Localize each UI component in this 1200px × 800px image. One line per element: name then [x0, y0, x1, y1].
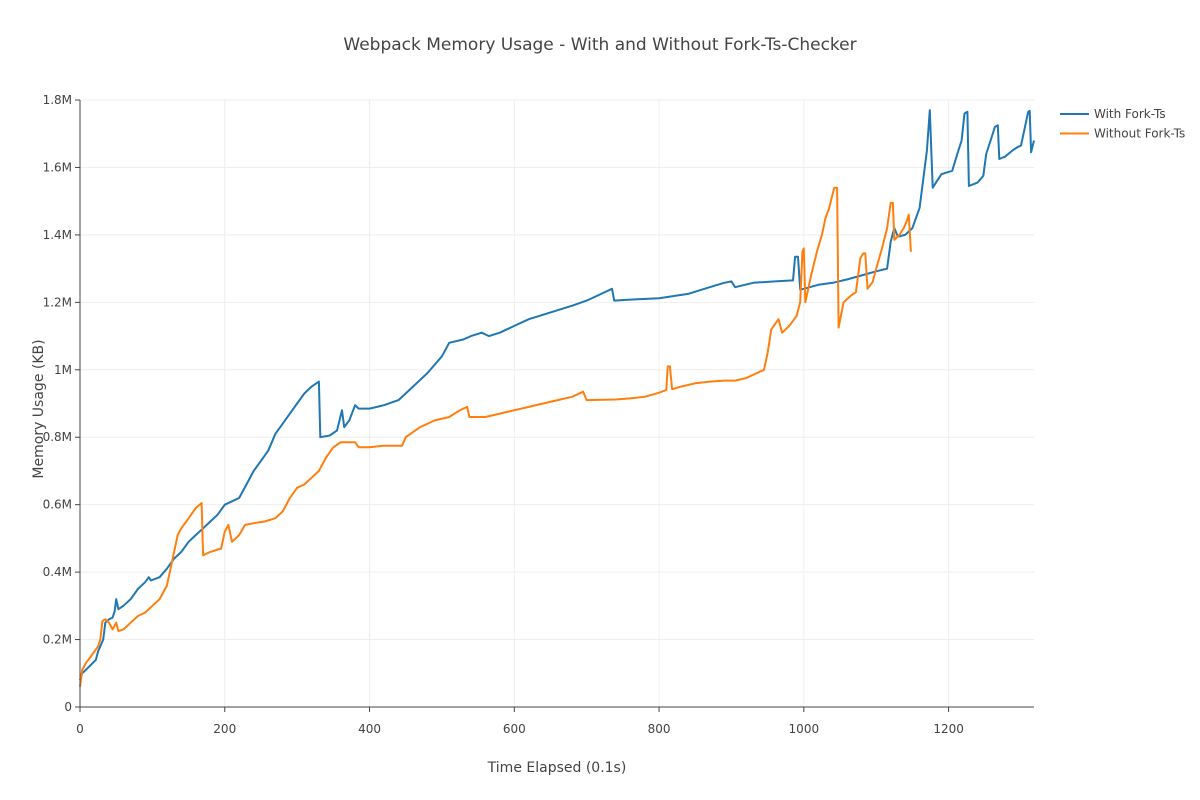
x-tick-label: 200 [213, 722, 236, 736]
x-tick-label: 800 [648, 722, 671, 736]
y-tick-label: 1.2M [43, 295, 72, 309]
chart-title: Webpack Memory Usage - With and Without … [343, 35, 856, 55]
y-tick-label: 1M [54, 363, 72, 377]
y-tick-label: 1.6M [43, 160, 72, 174]
x-tick-label: 0 [76, 722, 84, 736]
gridlines [80, 99, 1034, 707]
x-axis-title: Time Elapsed (0.1s) [487, 760, 627, 776]
x-tick-label: 600 [503, 722, 526, 736]
y-tick-label: 0.2M [43, 633, 72, 647]
legend[interactable]: With Fork-Ts Without Fork-Ts [1060, 107, 1185, 141]
series-lines [79, 109, 1035, 687]
legend-item-without-fork-ts[interactable]: Without Fork-Ts [1060, 127, 1185, 141]
legend-item-with-fork-ts[interactable]: With Fork-Ts [1060, 107, 1166, 121]
y-axis-title: Memory Usage (KB) [31, 339, 47, 478]
y-tick-label: 1.4M [43, 228, 72, 242]
series-line-with-fork-ts [79, 109, 1035, 681]
y-tick-label: 1.8M [43, 93, 72, 107]
legend-label: Without Fork-Ts [1094, 127, 1185, 141]
x-tick-label: 1200 [933, 722, 964, 736]
y-tick-label: 0.4M [43, 565, 72, 579]
axes: 0 0.2M 0.4M 0.6M 0.8M 1M 1.2M 1.4M 1.6M 1.8M 0 200 4… [43, 93, 1034, 736]
y-tick-label: 0.6M [43, 498, 72, 512]
series-line-without-fork-ts [79, 186, 912, 687]
y-tick-label: 0 [64, 700, 72, 714]
x-tick-label: 400 [358, 722, 381, 736]
legend-label: With Fork-Ts [1094, 107, 1166, 121]
y-tick-label: 0.8M [43, 430, 72, 444]
x-tick-label: 1000 [789, 722, 820, 736]
